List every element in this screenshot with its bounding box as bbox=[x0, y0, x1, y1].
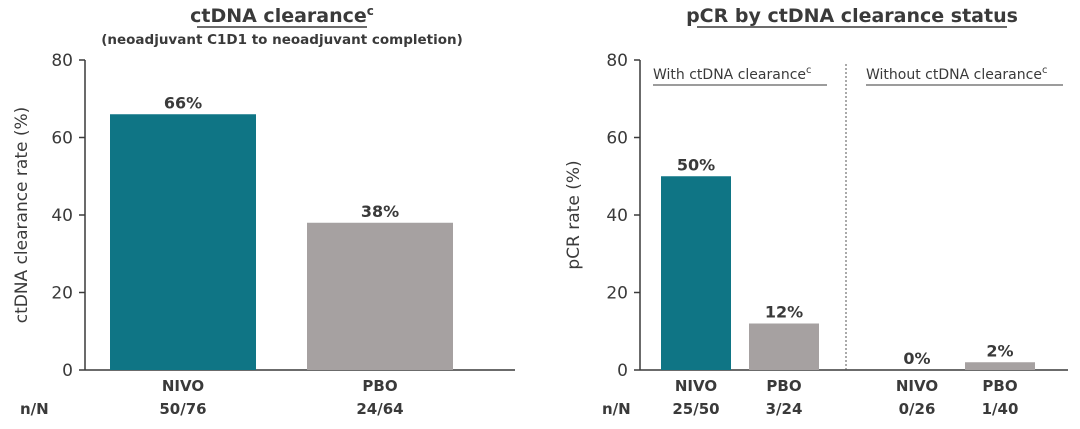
right-y-tick-label: 60 bbox=[606, 129, 628, 149]
right-n-of-n-label: 1/40 bbox=[982, 400, 1019, 418]
right-y-tick-label: 20 bbox=[606, 284, 628, 304]
left-y-ticks: 0 20 40 60 80 bbox=[51, 51, 85, 381]
right-y-tick-label: 80 bbox=[606, 51, 628, 71]
right-n-of-n-label: 3/24 bbox=[766, 400, 803, 418]
left-n-of-n-label: 24/64 bbox=[356, 400, 403, 418]
left-bar-pbo-1 bbox=[307, 222, 453, 370]
right-n-of-n-label: 0/26 bbox=[899, 400, 936, 418]
left-chart-subtitle: (neoadjuvant C1D1 to neoadjuvant complet… bbox=[101, 32, 463, 48]
left-n-of-n-label: 50/76 bbox=[159, 400, 206, 418]
right-y-tick-label: 40 bbox=[606, 206, 628, 226]
right-y-axis-label: pCR rate (%) bbox=[564, 160, 584, 269]
left-y-tick-label: 60 bbox=[51, 129, 73, 149]
left-bar-nivo-0 bbox=[110, 114, 256, 370]
right-data-labels: 50% 12% 0% 2% bbox=[677, 155, 1014, 368]
right-value-label: 12% bbox=[765, 303, 803, 322]
left-y-tick-label: 20 bbox=[51, 284, 73, 304]
right-bars bbox=[661, 176, 1035, 370]
left-category-label: NIVO bbox=[162, 377, 204, 395]
right-y-ticks: 0 20 40 60 80 bbox=[606, 51, 640, 381]
right-y-tick-label: 0 bbox=[617, 361, 628, 381]
right-value-label: 2% bbox=[986, 341, 1013, 360]
left-y-tick-label: 80 bbox=[51, 51, 73, 71]
left-bars bbox=[110, 114, 453, 370]
right-category-label: NIVO bbox=[896, 377, 938, 395]
right-chart-title: pCR by ctDNA clearance status bbox=[686, 5, 1018, 27]
left-value-label: 66% bbox=[164, 93, 202, 112]
right-category-label: NIVO bbox=[675, 377, 717, 395]
group-label-without-clearance: Without ctDNA clearancec bbox=[866, 65, 1047, 83]
right-n-of-n-label: 25/50 bbox=[672, 400, 719, 418]
left-n-label: n/N bbox=[20, 400, 49, 418]
right-category-label: PBO bbox=[766, 377, 801, 395]
group-label-with-clearance: With ctDNA clearancec bbox=[653, 65, 812, 83]
right-bar-nivo-0 bbox=[661, 176, 731, 370]
left-chart-title: ctDNA clearancec bbox=[190, 4, 374, 27]
right-category-label: PBO bbox=[982, 377, 1017, 395]
left-y-axis-label: ctDNA clearance rate (%) bbox=[12, 107, 32, 324]
left-y-tick-label: 0 bbox=[62, 361, 73, 381]
right-value-label: 50% bbox=[677, 155, 715, 174]
right-n-label: n/N bbox=[602, 400, 631, 418]
left-data-labels: 66% 38% bbox=[164, 93, 399, 221]
left-value-label: 38% bbox=[361, 202, 399, 221]
right-category-labels: NIVO 25/50 PBO 3/24 NIVO 0/26 PBO 1/40 bbox=[672, 377, 1018, 418]
left-y-tick-label: 40 bbox=[51, 206, 73, 226]
right-value-label: 0% bbox=[903, 349, 930, 368]
right-bar-pbo-3 bbox=[965, 362, 1035, 370]
left-category-labels: NIVO 50/76 PBO 24/64 bbox=[159, 377, 403, 418]
left-category-label: PBO bbox=[362, 377, 397, 395]
right-bar-pbo-1 bbox=[749, 323, 819, 370]
